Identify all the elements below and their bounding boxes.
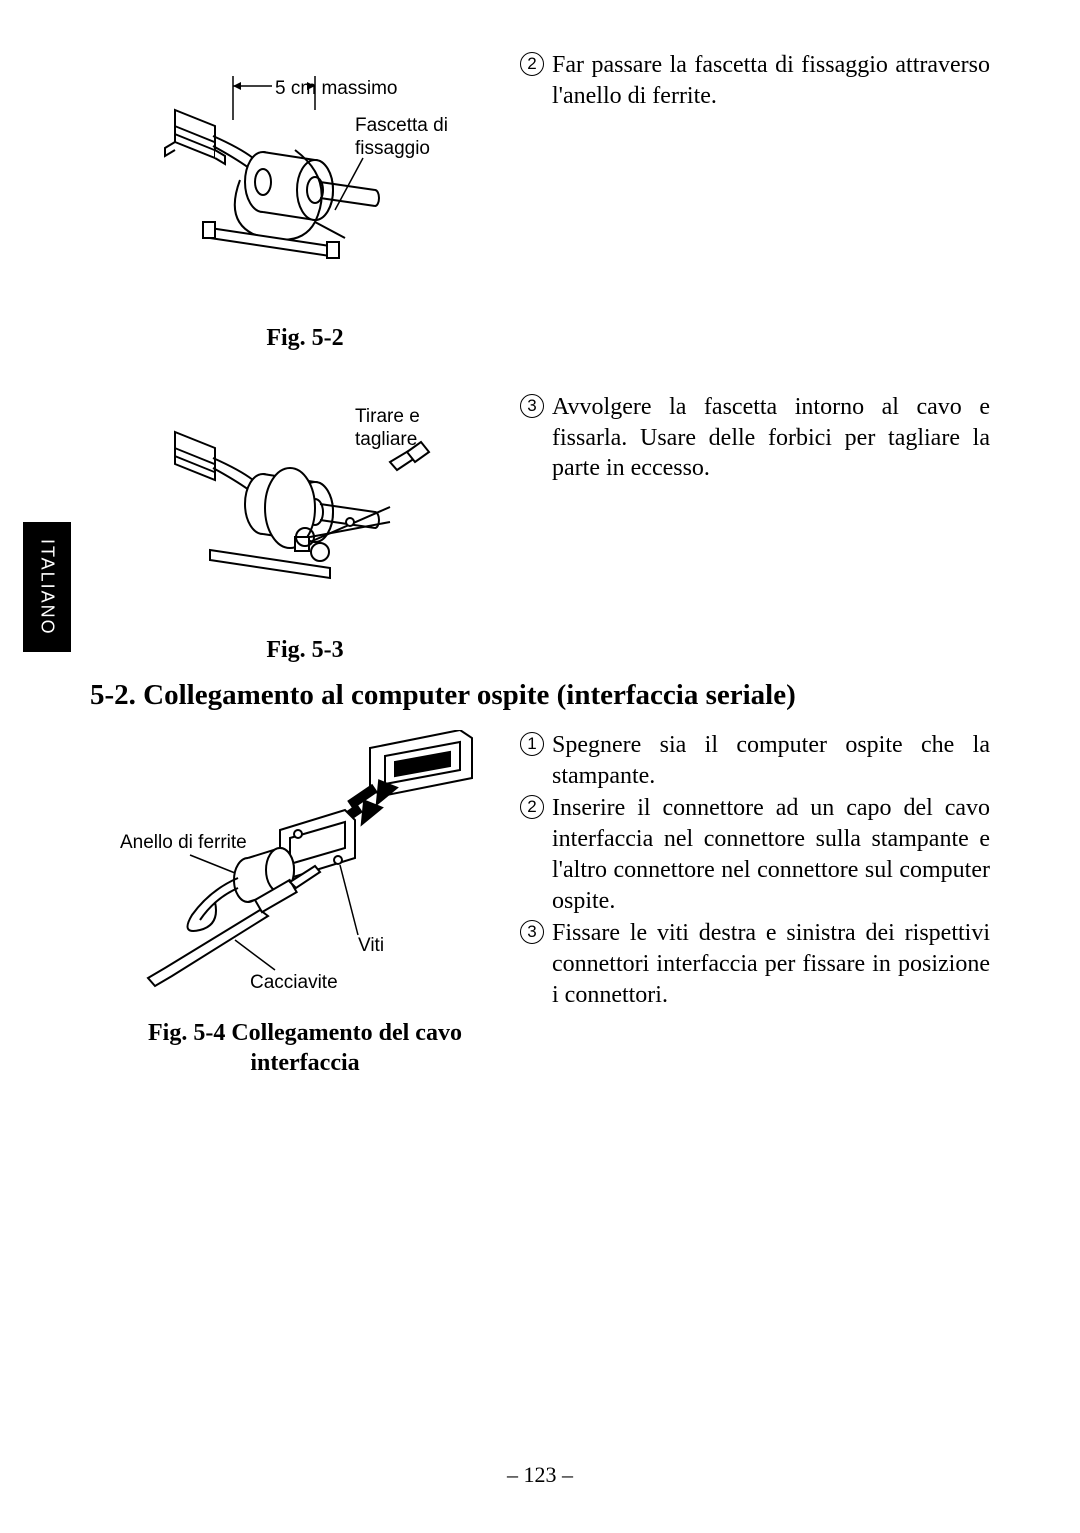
text-column-2: 3 Avvolgere la fascetta intorno al cavo … (520, 392, 990, 486)
illustration-column-3: Anello di ferrite Viti Cacciavite (90, 730, 520, 1078)
text-column-1: 2 Far passare la fascetta di fissaggio a… (520, 50, 990, 113)
step-num-b3-2: 2 (520, 795, 544, 819)
figure-5-4-svg (120, 730, 490, 1010)
illustration-column-2: Tirare e tagliare (90, 392, 520, 664)
block-1: 5 cm massimo Fascetta di fissaggio (90, 50, 990, 352)
caption-5-4: Fig. 5-4 Collegamento del cavo interfacc… (90, 1018, 520, 1078)
step-2: 2 Far passare la fascetta di fissaggio a… (520, 50, 990, 111)
label-viti: Viti (358, 935, 384, 957)
step-num-b3-1: 1 (520, 732, 544, 756)
step-text-b3-3: Fissare le viti destra e sinistra dei ri… (552, 918, 990, 1010)
caption-5-2: Fig. 5-2 (90, 325, 520, 352)
page-number: – 123 – (0, 1462, 1080, 1488)
figure-5-2: 5 cm massimo Fascetta di fissaggio (145, 50, 465, 310)
figure-5-3: Tirare e tagliare (145, 392, 465, 622)
step-num-2: 2 (520, 52, 544, 76)
label-tirare: Tirare e tagliare (355, 406, 420, 452)
section-heading-5-2: 5-2. Collegamento al computer ospite (in… (90, 679, 990, 712)
step-text-b3-2: Inserire il connettore ad un capo del ca… (552, 793, 990, 916)
step-num-3: 3 (520, 394, 544, 418)
block-2: Tirare e tagliare (90, 392, 990, 664)
step-b3-1: 1 Spegnere sia il computer ospite che la… (520, 730, 990, 791)
label-fascetta: Fascetta di fissaggio (355, 115, 448, 161)
figure-5-4: Anello di ferrite Viti Cacciavite (120, 730, 490, 1010)
label-5cm: 5 cm massimo (275, 78, 397, 100)
step-num-b3-3: 3 (520, 920, 544, 944)
step-text-3: Avvolgere la fascetta intorno al cavo e … (552, 392, 990, 484)
label-anello: Anello di ferrite (120, 832, 247, 854)
illustration-column-1: 5 cm massimo Fascetta di fissaggio (90, 50, 520, 352)
language-label: ITALIANO (37, 539, 58, 636)
step-text-b3-1: Spegnere sia il computer ospite che la s… (552, 730, 990, 791)
step-3: 3 Avvolgere la fascetta intorno al cavo … (520, 392, 990, 484)
text-column-3: 1 Spegnere sia il computer ospite che la… (520, 730, 990, 1012)
step-b3-2: 2 Inserire il connettore ad un capo del … (520, 793, 990, 916)
label-cacciavite: Cacciavite (250, 972, 338, 994)
language-tab: ITALIANO (23, 522, 71, 652)
page-content: 5 cm massimo Fascetta di fissaggio (90, 50, 990, 1088)
block-3: Anello di ferrite Viti Cacciavite (90, 730, 990, 1078)
step-text-2: Far passare la fascetta di fissaggio att… (552, 50, 990, 111)
step-b3-3: 3 Fissare le viti destra e sinistra dei … (520, 918, 990, 1010)
caption-5-3: Fig. 5-3 (90, 637, 520, 664)
